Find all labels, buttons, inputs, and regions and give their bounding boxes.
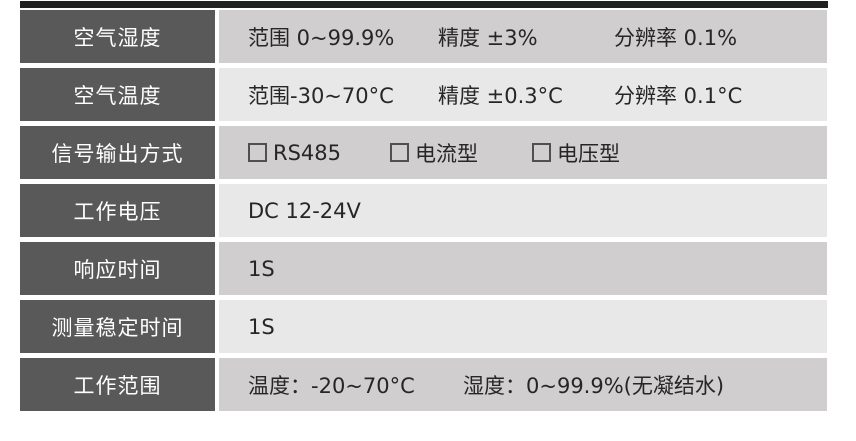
signal-option-current-type: 电流型 bbox=[390, 138, 532, 168]
spec-table: 空气湿度 范围 0~99.9% 精度 ±3% 分辨率 0.1% 空气温度 范围-… bbox=[20, 10, 827, 411]
spec-value-air-humidity: 范围 0~99.9% 精度 ±3% 分辨率 0.1% bbox=[219, 10, 827, 63]
spec-label-working-voltage: 工作电压 bbox=[20, 184, 215, 237]
spec-label-air-temperature: 空气温度 bbox=[20, 68, 215, 121]
top-divider-bar bbox=[20, 1, 828, 8]
spec-value-air-temperature: 范围-30~70°C 精度 ±0.3°C 分辨率 0.1°C bbox=[219, 68, 827, 121]
spec-label-measure-stabilize-time: 测量稳定时间 bbox=[20, 300, 215, 353]
temperature-range-text: 范围-30~70°C bbox=[248, 83, 394, 108]
checkbox-icon-voltage-type bbox=[532, 143, 551, 162]
spec-label-working-range: 工作范围 bbox=[20, 358, 215, 411]
signal-option-rs485: RS485 bbox=[248, 141, 390, 165]
spec-label-air-humidity: 空气湿度 bbox=[20, 10, 215, 63]
spec-label-response-time: 响应时间 bbox=[20, 242, 215, 295]
signal-option-rs485-label: RS485 bbox=[273, 140, 342, 165]
humidity-resolution-text: 分辨率 0.1% bbox=[614, 25, 738, 50]
working-range-humidity-text: 湿度：0~99.9%(无凝结水) bbox=[463, 373, 725, 398]
spec-label-signal-output: 信号输出方式 bbox=[20, 126, 215, 179]
spec-value-working-range: 温度：-20~70°C 湿度：0~99.9%(无凝结水) bbox=[219, 358, 827, 411]
spec-value-working-voltage: DC 12-24V bbox=[219, 184, 827, 237]
temperature-accuracy-text: 精度 ±0.3°C bbox=[438, 83, 563, 108]
response-time-text: 1S bbox=[248, 256, 275, 281]
checkbox-icon-rs485 bbox=[248, 143, 267, 162]
checkbox-icon-current-type bbox=[390, 143, 409, 162]
spec-value-signal-output: RS485 电流型 电压型 bbox=[219, 126, 827, 179]
signal-option-voltage-type-label: 电压型 bbox=[557, 141, 620, 166]
temperature-resolution-text: 分辨率 0.1°C bbox=[614, 83, 743, 108]
spec-value-measure-stabilize-time: 1S bbox=[219, 300, 827, 353]
signal-option-voltage-type: 电压型 bbox=[532, 138, 620, 168]
signal-option-current-type-label: 电流型 bbox=[415, 141, 478, 166]
working-range-temperature-text: 温度：-20~70°C bbox=[248, 373, 415, 398]
measure-stabilize-time-text: 1S bbox=[248, 314, 275, 339]
working-voltage-text: DC 12-24V bbox=[248, 198, 361, 223]
spec-value-response-time: 1S bbox=[219, 242, 827, 295]
humidity-range-text: 范围 0~99.9% bbox=[248, 25, 395, 50]
humidity-accuracy-text: 精度 ±3% bbox=[438, 25, 538, 50]
